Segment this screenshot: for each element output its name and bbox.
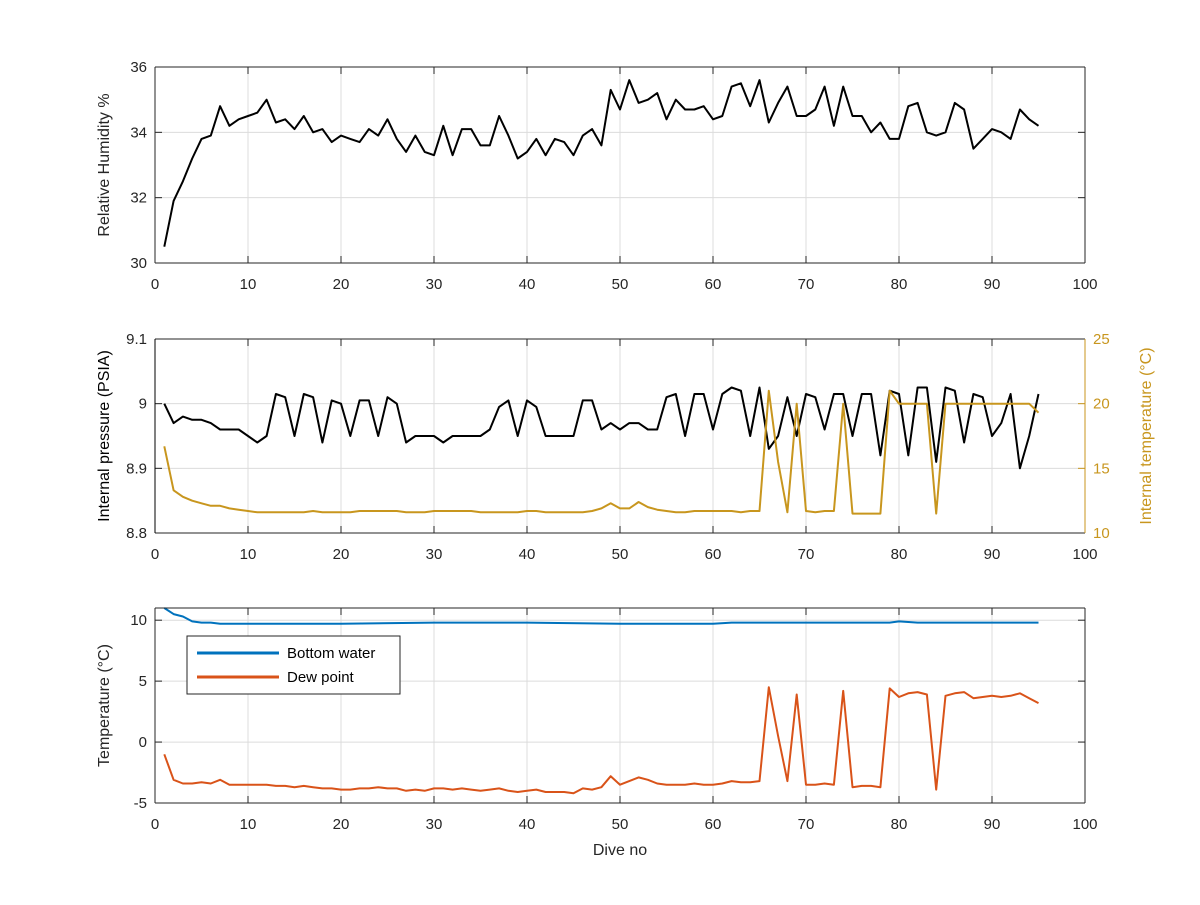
x-tick-label: 10 xyxy=(240,546,257,563)
y-right-tick-label: 10 xyxy=(1093,525,1110,542)
y-tick-label: 32 xyxy=(130,190,147,207)
legend-label-1: Dew point xyxy=(287,669,355,686)
x-tick-label: 70 xyxy=(798,816,815,833)
y-tick-label: 34 xyxy=(130,124,147,141)
x-tick-label: 30 xyxy=(426,816,443,833)
x-tick-label: 20 xyxy=(333,276,350,293)
plot-pressure: 0 10 20 30 40 50 60 70 80 90 100 8.8 8.9 9 9.1 10 15 20 25… xyxy=(96,331,1155,563)
x-tick-label: 30 xyxy=(426,546,443,563)
x-tick-label: 40 xyxy=(519,546,536,563)
x-tick-label: 50 xyxy=(612,816,629,833)
y-right-tick-label: 15 xyxy=(1093,460,1110,477)
x-tick-label: 90 xyxy=(984,816,1001,833)
x-tick-label: 80 xyxy=(891,546,908,563)
x-axis-label: Dive no xyxy=(593,842,647,859)
y-axis-label: Relative Humidity % xyxy=(96,93,113,236)
x-tick-label: 100 xyxy=(1072,276,1097,293)
y-tick-label: 10 xyxy=(130,612,147,629)
x-tick-label: 40 xyxy=(519,816,536,833)
plot-temperature: 0 10 20 30 40 50 60 70 80 90 100-50510Temperature … xyxy=(96,607,1098,859)
y-tick-label: 9 xyxy=(139,396,147,413)
y-tick-label: 36 xyxy=(130,59,147,76)
series-line-1 xyxy=(163,389,1040,515)
x-tick-label: 30 xyxy=(426,276,443,293)
x-tick-label: 40 xyxy=(519,276,536,293)
x-tick-label: 50 xyxy=(612,276,629,293)
x-tick-label: 100 xyxy=(1072,546,1097,563)
legend-label-0: Bottom water xyxy=(287,645,375,662)
y-right-tick-label: 25 xyxy=(1093,331,1110,348)
x-tick-label: 50 xyxy=(612,546,629,563)
y-tick-label: 5 xyxy=(139,673,147,690)
x-tick-label: 0 xyxy=(151,816,159,833)
x-tick-label: 10 xyxy=(240,816,257,833)
x-tick-label: 20 xyxy=(333,546,350,563)
series-line-1 xyxy=(163,686,1039,795)
x-tick-label: 0 xyxy=(151,276,159,293)
y-tick-label: 8.9 xyxy=(126,460,147,477)
x-tick-label: 70 xyxy=(798,276,815,293)
y-tick-label: 30 xyxy=(130,255,147,272)
x-tick-label: 10 xyxy=(240,276,257,293)
y-tick-label: 8.8 xyxy=(126,525,147,542)
x-tick-label: 80 xyxy=(891,276,908,293)
x-tick-label: 20 xyxy=(333,816,350,833)
y-axis-label: Internal pressure (PSIA) xyxy=(96,350,113,522)
x-tick-label: 80 xyxy=(891,816,908,833)
y-axis-label: Temperature (°C) xyxy=(96,644,113,767)
y-tick-label: 0 xyxy=(139,734,147,751)
series-line-0 xyxy=(163,79,1040,247)
plot-humidity: 0 10 20 30 40 50 60 70 80 90 100 30 32 34 36 Relative H… xyxy=(96,59,1098,293)
x-tick-label: 60 xyxy=(705,816,722,833)
legend-box xyxy=(186,635,401,695)
y-right-tick-label: 20 xyxy=(1093,396,1110,413)
x-tick-label: 100 xyxy=(1072,816,1097,833)
y-tick-label: 9.1 xyxy=(126,331,147,348)
legend: Bottom water Dew point xyxy=(186,635,401,695)
x-tick-label: 90 xyxy=(984,546,1001,563)
x-tick-label: 90 xyxy=(984,276,1001,293)
x-tick-label: 60 xyxy=(705,546,722,563)
y-tick-label: -5 xyxy=(134,795,147,812)
x-tick-label: 60 xyxy=(705,276,722,293)
series-line-0 xyxy=(163,386,1040,470)
y-axis-label-right: Internal temperature (°C) xyxy=(1138,347,1155,524)
x-tick-label: 0 xyxy=(151,546,159,563)
series-line-0 xyxy=(163,607,1039,625)
x-tick-label: 70 xyxy=(798,546,815,563)
